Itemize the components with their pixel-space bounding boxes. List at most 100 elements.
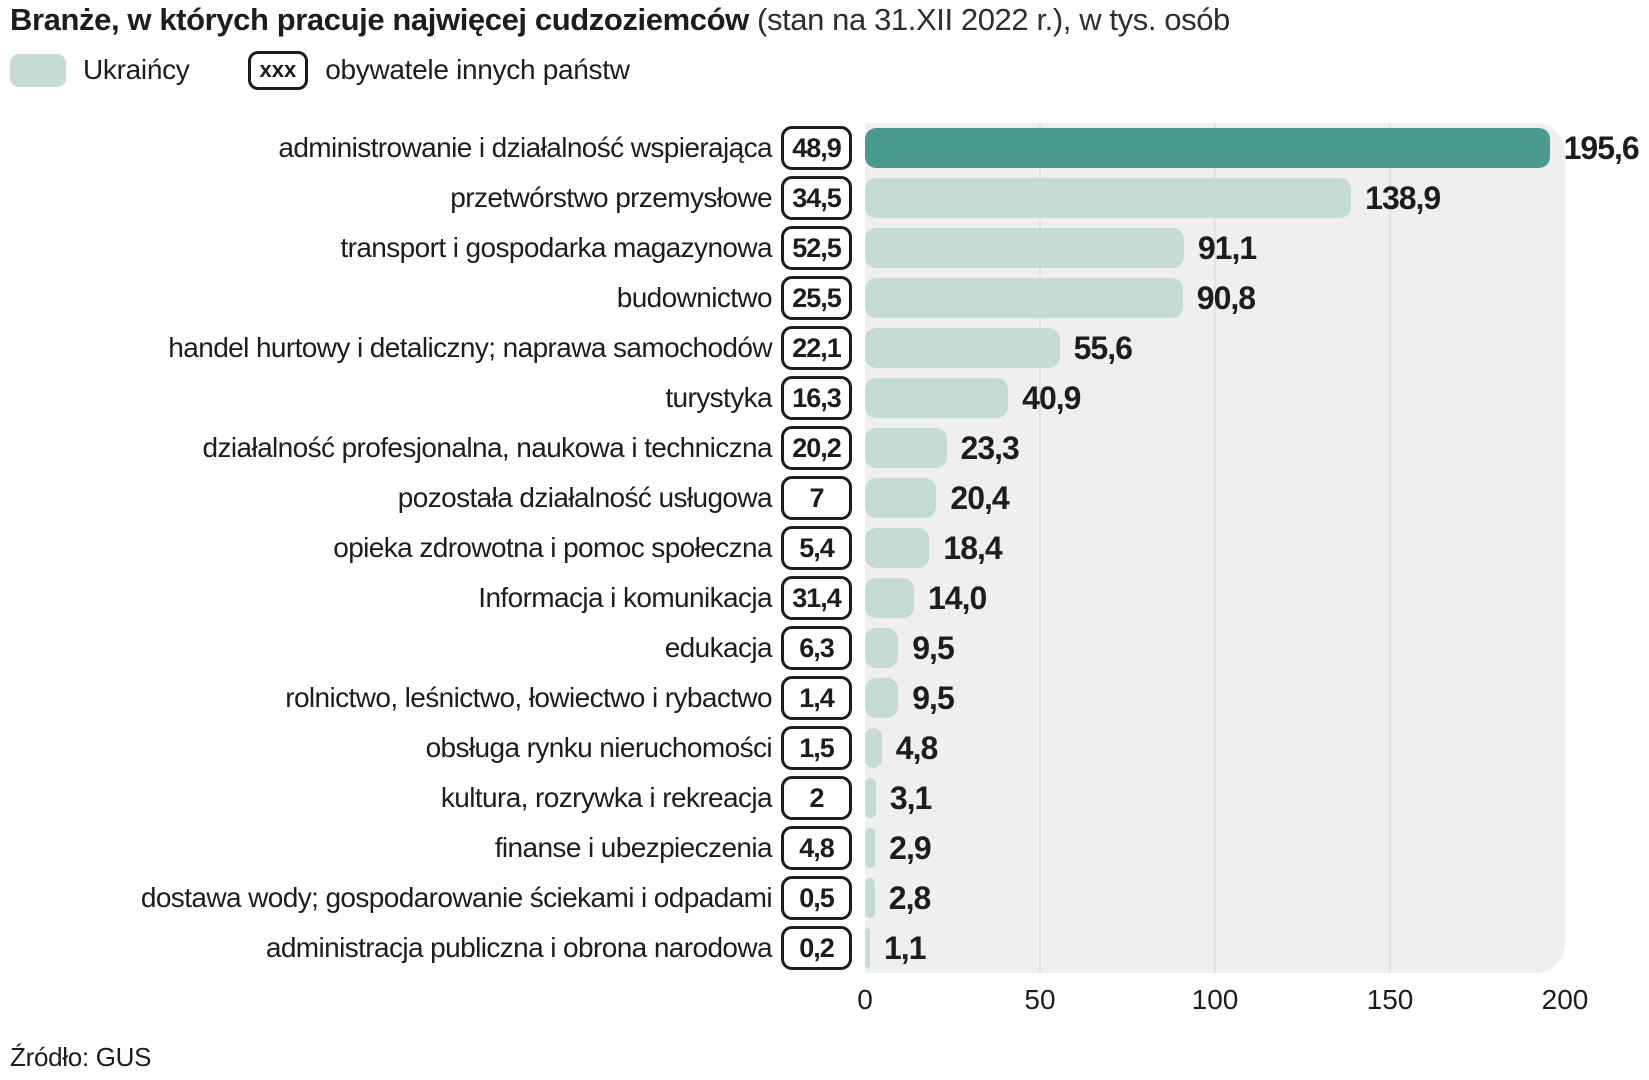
ukrainians-value-label: 138,9 [1365,179,1441,216]
bar-cell: 55,6 [865,323,1649,373]
ukrainians-bar [865,928,870,968]
ukrainians-bar [865,428,947,468]
category-label: budownictwo [616,282,773,313]
others-value-box: 52,5 [781,226,852,270]
category-label: dostawa wody; gospodarowanie ściekami i … [140,882,773,913]
bar-cell: 4,8 [865,723,1649,773]
x-axis-tick: 100 [1191,984,1239,1015]
chart-title: Branże, w których pracuje najwięcej cudz… [10,2,1639,38]
category-label: Informacja i komunikacja [478,582,772,613]
bar-cell: 18,4 [865,523,1649,573]
chart-row: przetwórstwo przemysłowe 34,5 138,9 [0,173,1649,223]
chart-row: budownictwo 25,5 90,8 [0,273,1649,323]
ukrainians-bar [865,578,914,618]
category-label: przetwórstwo przemysłowe [450,182,772,213]
ukrainians-bar [865,878,875,918]
others-value-box: 31,4 [781,576,852,620]
ukrainians-bar [865,278,1183,318]
category-label: edukacja [664,632,773,663]
others-value-box: 2 [781,776,852,820]
bar-cell: 138,9 [865,173,1649,223]
category-label: turystyka [665,382,772,413]
ukrainians-bar [865,528,930,568]
chart-title-main: Branże, w których pracuje najwięcej cudz… [10,2,749,37]
bar-cell: 9,5 [865,623,1649,673]
others-value-box: 16,3 [781,376,852,420]
category-label: handel hurtowy i detaliczny; naprawa sam… [168,332,772,363]
x-axis-tick: 50 [1024,984,1056,1015]
ukrainians-bar [865,628,899,668]
bar-cell: 2,9 [865,823,1649,873]
ukrainians-value-label: 195,6 [1563,129,1640,166]
ukrainians-value-label: 23,3 [960,429,1020,466]
chart-row: dostawa wody; gospodarowanie ściekami i … [0,873,1649,923]
others-value-box: 4,8 [781,826,852,870]
category-label: pozostała działalność usługowa [397,482,773,513]
others-value-box: 0,2 [781,926,852,970]
category-label: finanse i ubezpieczenia [494,832,773,863]
ukrainians-bar [865,678,899,718]
chart-row: administracja publiczna i obrona narodow… [0,923,1649,973]
ukrainians-bar [865,128,1550,168]
chart-row: Informacja i komunikacja 31,4 14,0 [0,573,1649,623]
bar-cell: 40,9 [865,373,1649,423]
chart-row: finanse i ubezpieczenia 4,8 2,9 [0,823,1649,873]
header: Branże, w których pracuje najwięcej cudz… [10,2,1639,90]
others-value-box: 6,3 [781,626,852,670]
category-label: transport i gospodarka magazynowa [340,232,772,263]
others-value-box: 25,5 [781,276,852,320]
ukrainians-value-label: 40,9 [1022,379,1081,416]
ukrainians-value-label: 4,8 [895,729,938,766]
category-label: administracja publiczna i obrona narodow… [265,932,773,963]
ukrainians-value-label: 9,5 [912,679,954,716]
category-label: kultura, rozrywka i rekreacja [440,782,773,813]
ukrainians-bar [865,378,1009,418]
bar-cell: 195,6 [865,123,1649,173]
x-axis: 0 50 100 150 200 [857,984,1588,1022]
chart-row: edukacja 6,3 9,5 [0,623,1649,673]
bar-cell: 20,4 [865,473,1649,523]
chart-row: rolnictwo, leśnictwo, łowiectwo i rybact… [0,673,1649,723]
bar-cell: 2,8 [865,873,1649,923]
others-value-box: 0,5 [781,876,852,920]
ukrainians-bar [865,478,937,518]
chart-row: obsługa rynku nieruchomości 1,5 4,8 [0,723,1649,773]
others-value-box: 7 [781,476,852,520]
bar-cell: 14,0 [865,573,1649,623]
ukrainians-bar [865,828,876,868]
chart-row: pozostała działalność usługowa 7 20,4 [0,473,1649,523]
category-label: działalność profesjonalna, naukowa i tec… [202,432,772,463]
category-label: opieka zdrowotna i pomoc społeczna [333,532,772,563]
bar-cell: 91,1 [865,223,1649,273]
x-axis-tick: 0 [857,984,873,1015]
chart-row: kultura, rozrywka i rekreacja 2 3,1 [0,773,1649,823]
others-value-box: 1,5 [781,726,852,770]
legend: Ukraińcy xxx obywatele innych państw [10,50,1639,90]
legend-label-ukrainians: Ukraińcy [83,54,190,86]
others-value-box: 48,9 [781,126,852,170]
chart-row: transport i gospodarka magazynowa 52,5 9… [0,223,1649,273]
others-value-box: 1,4 [781,676,852,720]
bar-cell: 9,5 [865,673,1649,723]
chart-row: opieka zdrowotna i pomoc społeczna 5,4 1… [0,523,1649,573]
ukrainians-value-label: 14,0 [928,579,987,616]
chart-title-suffix: (stan na 31.XII 2022 r.), w tys. osób [748,2,1230,37]
others-value-box: 5,4 [781,526,852,570]
ukrainians-value-label: 2,9 [889,829,931,866]
ukrainians-value-label: 90,8 [1196,279,1256,316]
ukrainians-value-label: 1,1 [884,929,926,966]
ukrainians-value-label: 2,8 [888,879,931,916]
ukrainians-value-label: 20,4 [950,479,1009,516]
source-note: Źródło: GUS [10,1042,152,1072]
others-value-box: 20,2 [781,426,852,470]
ukrainians-value-label: 3,1 [889,779,932,816]
ukrainians-bar [865,728,882,768]
ukrainians-bar [865,328,1060,368]
bar-cell: 1,1 [865,923,1649,973]
x-axis-tick: 200 [1541,984,1589,1015]
others-value-box: 34,5 [781,176,852,220]
bar-cell: 90,8 [865,273,1649,323]
ukrainians-legend-swatch [10,53,66,87]
ukrainians-bar [865,178,1352,218]
legend-label-others: obywatele innych państw [325,54,630,86]
